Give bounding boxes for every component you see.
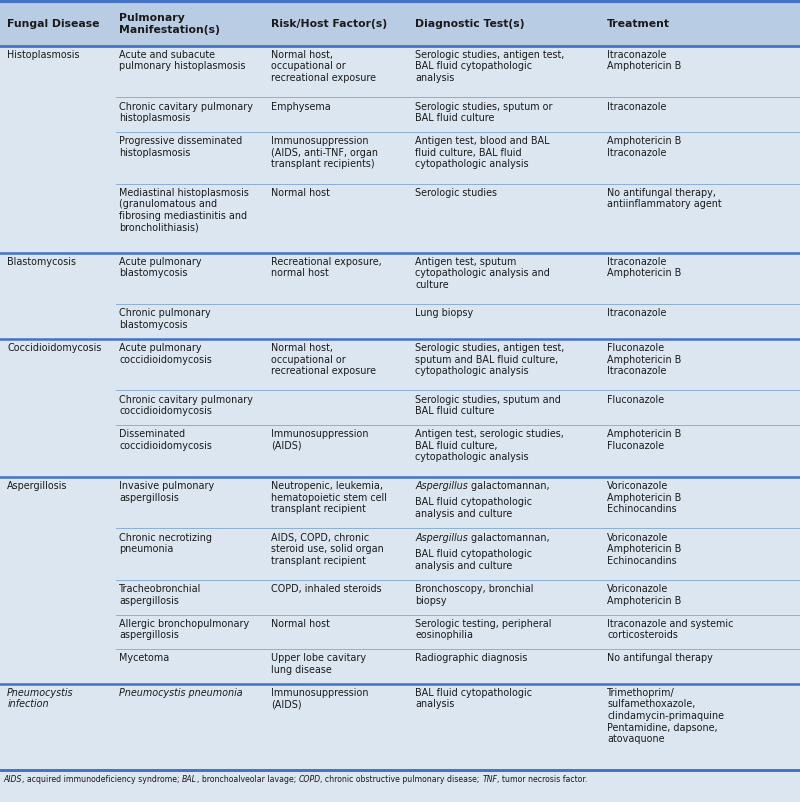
Bar [0,581,800,615]
Text: Voriconazole
Amphotericin B: Voriconazole Amphotericin B [607,584,682,606]
Text: BAL fluid cytopathologic
analysis and culture: BAL fluid cytopathologic analysis and cu… [415,496,532,518]
Text: Itraconazole
Amphotericin B: Itraconazole Amphotericin B [607,257,682,278]
Text: Voriconazole
Amphotericin B
Echinocandins: Voriconazole Amphotericin B Echinocandin… [607,532,682,565]
Text: galactomannan,: galactomannan, [468,532,550,542]
Text: Disseminated
coccidioidomycosis: Disseminated coccidioidomycosis [119,428,212,450]
Text: Amphotericin B
Itraconazole: Amphotericin B Itraconazole [607,136,682,157]
Text: Serologic studies, sputum or
BAL fluid culture: Serologic studies, sputum or BAL fluid c… [415,101,553,123]
Text: , chronic obstructive pulmonary disease;: , chronic obstructive pulmonary disease; [321,774,482,783]
Text: Normal host,
occupational or
recreational exposure: Normal host, occupational or recreationa… [271,342,376,375]
Text: Blastomycosis: Blastomycosis [7,257,76,266]
Text: Chronic pulmonary
blastomycosis: Chronic pulmonary blastomycosis [119,308,211,330]
Bar [0,253,800,305]
Text: Amphotericin B
Fluconazole: Amphotericin B Fluconazole [607,428,682,450]
Text: , acquired immunodeficiency syndrome;: , acquired immunodeficiency syndrome; [22,774,182,783]
Text: Chronic cavitary pulmonary
coccidioidomycosis: Chronic cavitary pulmonary coccidioidomy… [119,395,253,415]
Bar [0,2,800,47]
Text: COPD: COPD [298,774,321,783]
Text: Neutropenic, leukemia,
hematopoietic stem cell
transplant recipient: Neutropenic, leukemia, hematopoietic ste… [271,480,387,513]
Text: Coccidioidomycosis: Coccidioidomycosis [7,342,102,353]
Text: Serologic studies: Serologic studies [415,188,498,197]
Text: Aspergillosis: Aspergillosis [7,480,68,490]
Text: Mediastinal histoplasmosis
(granulomatous and
fibrosing mediastinitis and
bronch: Mediastinal histoplasmosis (granulomatou… [119,188,249,233]
Text: Serologic studies, sputum and
BAL fluid culture: Serologic studies, sputum and BAL fluid … [415,395,561,415]
Text: Fungal Disease: Fungal Disease [7,19,100,29]
Text: AIDS, COPD, chronic
steroid use, solid organ
transplant recipient: AIDS, COPD, chronic steroid use, solid o… [271,532,384,565]
Text: Upper lobe cavitary
lung disease: Upper lobe cavitary lung disease [271,653,366,674]
Text: Itraconazole and systemic
corticosteroids: Itraconazole and systemic corticosteroid… [607,618,734,640]
Text: Itraconazole: Itraconazole [607,101,666,111]
Text: Progressive disseminated
histoplasmosis: Progressive disseminated histoplasmosis [119,136,242,157]
Text: Treatment: Treatment [607,19,670,29]
Text: Invasive pulmonary
aspergillosis: Invasive pulmonary aspergillosis [119,480,214,502]
Text: , bronchoalveolar lavage;: , bronchoalveolar lavage; [197,774,298,783]
Text: Serologic testing, peripheral
eosinophilia: Serologic testing, peripheral eosinophil… [415,618,552,640]
Bar [0,132,800,184]
Text: Bronchoscopy, bronchial
biopsy: Bronchoscopy, bronchial biopsy [415,584,534,606]
Bar [0,684,800,770]
Bar [0,615,800,650]
Text: Chronic necrotizing
pneumonia: Chronic necrotizing pneumonia [119,532,212,553]
Text: No antifungal therapy,
antiinflammatory agent: No antifungal therapy, antiinflammatory … [607,188,722,209]
Text: Acute and subacute
pulmonary histoplasmosis: Acute and subacute pulmonary histoplasmo… [119,50,246,71]
Text: Serologic studies, antigen test,
sputum and BAL fluid culture,
cytopathologic an: Serologic studies, antigen test, sputum … [415,342,565,375]
Text: , tumor necrosis factor.: , tumor necrosis factor. [498,774,588,783]
Text: Diagnostic Test(s): Diagnostic Test(s) [415,19,525,29]
Text: Acute pulmonary
coccidioidomycosis: Acute pulmonary coccidioidomycosis [119,342,212,364]
Text: Itraconazole: Itraconazole [607,308,666,318]
Text: Voriconazole
Amphotericin B
Echinocandins: Voriconazole Amphotericin B Echinocandin… [607,480,682,513]
Text: BAL fluid cytopathologic
analysis: BAL fluid cytopathologic analysis [415,687,532,709]
Text: galactomannan,: galactomannan, [468,480,550,490]
Text: Recreational exposure,
normal host: Recreational exposure, normal host [271,257,382,278]
Text: Pneumocystis pneumonia: Pneumocystis pneumonia [119,687,243,697]
Text: Immunosuppression
(AIDS): Immunosuppression (AIDS) [271,428,369,450]
Bar [0,339,800,391]
Text: AIDS: AIDS [3,774,22,783]
Text: Chronic cavitary pulmonary
histoplasmosis: Chronic cavitary pulmonary histoplasmosi… [119,101,253,123]
Text: Lung biopsy: Lung biopsy [415,308,474,318]
Text: Emphysema: Emphysema [271,101,331,111]
Text: Normal host,
occupational or
recreational exposure: Normal host, occupational or recreationa… [271,50,376,83]
Text: Fluconazole
Amphotericin B
Itraconazole: Fluconazole Amphotericin B Itraconazole [607,342,682,375]
Text: Trimethoprim/
sulfamethoxazole,
clindamycin-primaquine
Pentamidine, dapsone,
ato: Trimethoprim/ sulfamethoxazole, clindamy… [607,687,724,743]
Text: TNF: TNF [482,774,498,783]
Text: Serologic studies, antigen test,
BAL fluid cytopathologic
analysis: Serologic studies, antigen test, BAL flu… [415,50,565,83]
Bar [0,98,800,132]
Text: Radiographic diagnosis: Radiographic diagnosis [415,653,527,662]
Text: Pulmonary
Manifestation(s): Pulmonary Manifestation(s) [119,14,220,34]
Bar [0,529,800,581]
Text: Pneumocystis
infection: Pneumocystis infection [7,687,74,709]
Text: No antifungal therapy: No antifungal therapy [607,653,713,662]
Bar [0,650,800,684]
Text: Normal host: Normal host [271,188,330,197]
Text: Mycetoma: Mycetoma [119,653,170,662]
Bar [0,184,800,253]
Bar [0,425,800,477]
Text: Antigen test, serologic studies,
BAL fluid culture,
cytopathologic analysis: Antigen test, serologic studies, BAL flu… [415,428,564,462]
Text: BAL fluid cytopathologic
analysis and culture: BAL fluid cytopathologic analysis and cu… [415,549,532,570]
Text: Acute pulmonary
blastomycosis: Acute pulmonary blastomycosis [119,257,202,278]
Bar [0,391,800,425]
Text: Itraconazole
Amphotericin B: Itraconazole Amphotericin B [607,50,682,71]
Text: Immunosuppression
(AIDS, anti-TNF, organ
transplant recipients): Immunosuppression (AIDS, anti-TNF, organ… [271,136,378,169]
Text: Histoplasmosis: Histoplasmosis [7,50,80,59]
Text: Fluconazole: Fluconazole [607,395,664,404]
Text: Risk/Host Factor(s): Risk/Host Factor(s) [271,19,387,29]
Text: Allergic bronchopulmonary
aspergillosis: Allergic bronchopulmonary aspergillosis [119,618,250,640]
Text: BAL: BAL [182,774,197,783]
Text: Tracheobronchial
aspergillosis: Tracheobronchial aspergillosis [119,584,202,606]
Bar [0,305,800,339]
Text: Antigen test, blood and BAL
fluid culture, BAL fluid
cytopathologic analysis: Antigen test, blood and BAL fluid cultur… [415,136,550,169]
Text: Antigen test, sputum
cytopathologic analysis and
culture: Antigen test, sputum cytopathologic anal… [415,257,550,290]
Bar [0,477,800,529]
Text: Normal host: Normal host [271,618,330,628]
Text: COPD, inhaled steroids: COPD, inhaled steroids [271,584,382,593]
Text: Immunosuppression
(AIDS): Immunosuppression (AIDS) [271,687,369,709]
Bar [0,47,800,98]
Text: Aspergillus: Aspergillus [415,480,468,490]
Text: Aspergillus: Aspergillus [415,532,468,542]
